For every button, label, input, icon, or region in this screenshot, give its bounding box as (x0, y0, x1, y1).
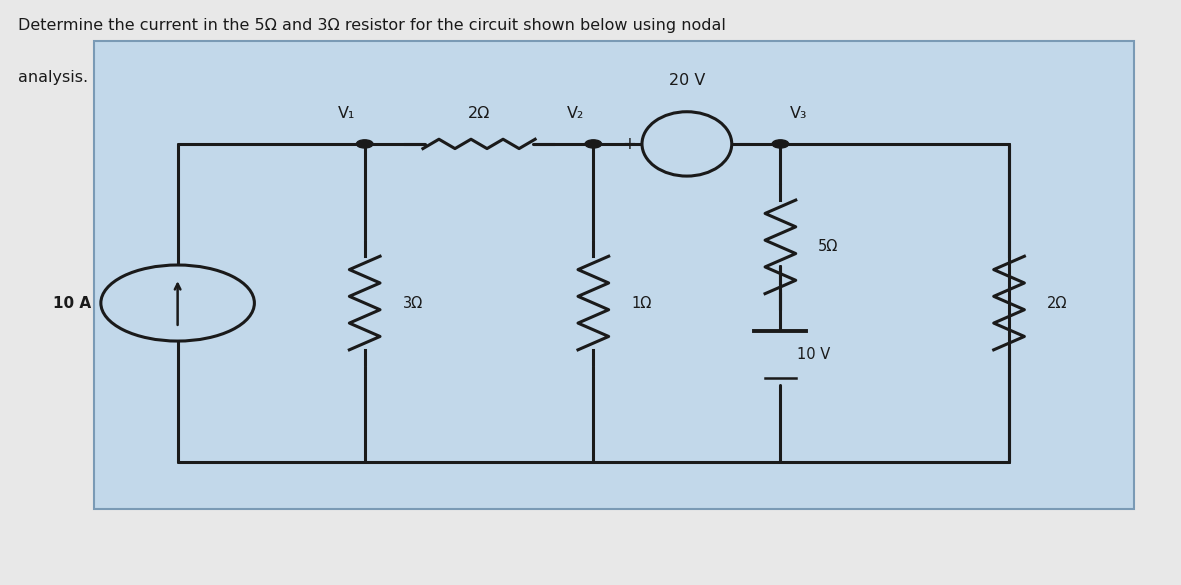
Text: V₂: V₂ (567, 105, 583, 121)
Text: 20 V: 20 V (668, 73, 705, 88)
Text: Determine the current in the 5Ω and 3Ω resistor for the circuit shown below usin: Determine the current in the 5Ω and 3Ω r… (18, 18, 725, 33)
Circle shape (772, 140, 789, 148)
Text: −: − (738, 135, 751, 153)
Text: 1Ω: 1Ω (631, 295, 652, 311)
Text: analysis.: analysis. (18, 70, 87, 85)
Text: 3Ω: 3Ω (403, 295, 423, 311)
Text: +: + (622, 135, 637, 153)
Text: 5Ω: 5Ω (818, 239, 839, 254)
Text: V₃: V₃ (790, 105, 808, 121)
Circle shape (585, 140, 601, 148)
Ellipse shape (642, 112, 732, 176)
Text: 2Ω: 2Ω (1046, 295, 1068, 311)
Circle shape (100, 265, 254, 341)
Text: 10 A: 10 A (53, 295, 91, 311)
FancyBboxPatch shape (94, 41, 1134, 509)
Text: 10 V: 10 V (797, 347, 830, 362)
Circle shape (357, 140, 373, 148)
Text: 2Ω: 2Ω (468, 105, 490, 121)
Text: V₁: V₁ (338, 105, 355, 121)
